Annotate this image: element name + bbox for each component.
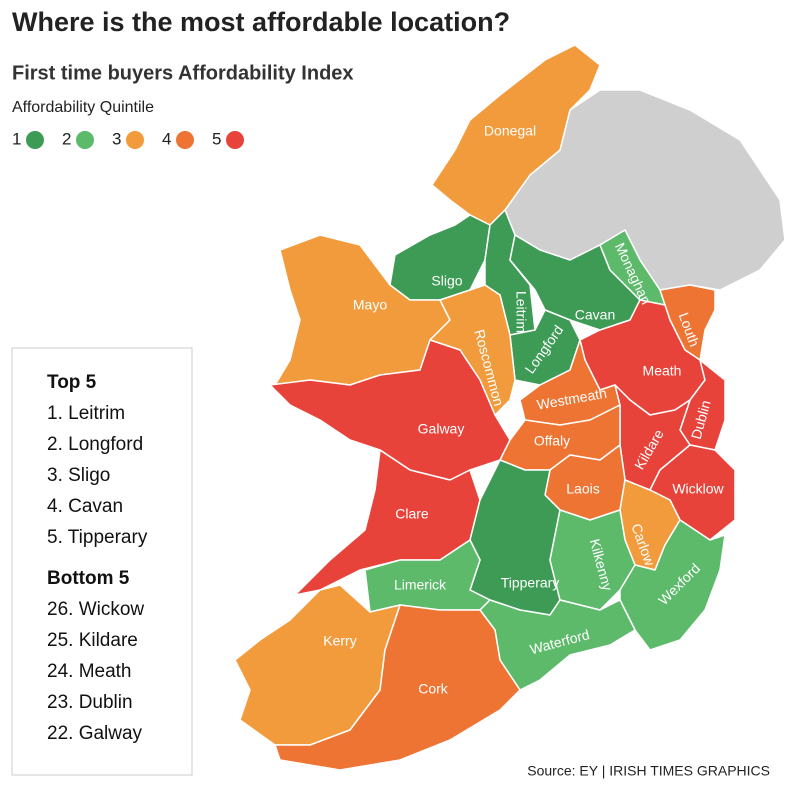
- rank-item: 23. Dublin: [47, 692, 133, 713]
- county-label: Cork: [418, 681, 449, 697]
- county: [619, 519, 726, 651]
- rank-item: 1. Leitrim: [47, 403, 125, 424]
- legend-dot: [226, 131, 244, 149]
- rank-item: 24. Meath: [47, 661, 132, 682]
- legend-label: 3: [112, 129, 121, 148]
- county-label: Leitrim: [513, 291, 529, 333]
- source: Source: EY | IRISH TIMES GRAPHICS: [527, 763, 770, 779]
- rank-item: 22. Galway: [47, 723, 143, 744]
- county: [274, 604, 521, 771]
- rank-item: 2. Longford: [47, 434, 143, 455]
- legend-label: 4: [162, 129, 171, 148]
- legend-label: 2: [62, 129, 71, 148]
- legend-label: 5: [212, 129, 221, 148]
- county-map: [234, 44, 736, 771]
- county-label: Meath: [643, 363, 682, 379]
- county-label: Mayo: [353, 297, 387, 313]
- county-label: Offaly: [534, 433, 570, 449]
- county-label: Cavan: [575, 307, 615, 323]
- legend-dot: [76, 131, 94, 149]
- rank-box: [11, 347, 193, 776]
- legend-label: 1: [12, 129, 21, 148]
- rank-item: 5. Tipperary: [47, 527, 148, 548]
- rank-heading: Top 5: [47, 372, 97, 393]
- county-label: Donegal: [484, 123, 536, 139]
- legend-dot: [126, 131, 144, 149]
- rank-item: 25. Kildare: [47, 630, 138, 651]
- county-label: Limerick: [394, 577, 447, 593]
- subtitle: First time buyers Affordability Index: [12, 62, 354, 84]
- county-label: Sligo: [431, 273, 462, 289]
- county-label: Laois: [566, 481, 599, 497]
- rank-heading: Bottom 5: [47, 568, 130, 589]
- rank-item: 4. Cavan: [47, 496, 123, 517]
- legend-dot: [176, 131, 194, 149]
- legend-dot: [26, 131, 44, 149]
- legend-title: Affordability Quintile: [12, 99, 154, 116]
- county-label: Kerry: [323, 633, 356, 649]
- title: Where is the most affordable location?: [12, 7, 510, 37]
- rank-item: 26. Wickow: [47, 599, 144, 620]
- county-label: Galway: [418, 421, 465, 437]
- rank-item: 3. Sligo: [47, 465, 110, 486]
- county-label: Clare: [395, 506, 429, 522]
- county-label: Tipperary: [501, 575, 560, 591]
- county-label: Wicklow: [672, 481, 724, 497]
- county: [469, 459, 561, 616]
